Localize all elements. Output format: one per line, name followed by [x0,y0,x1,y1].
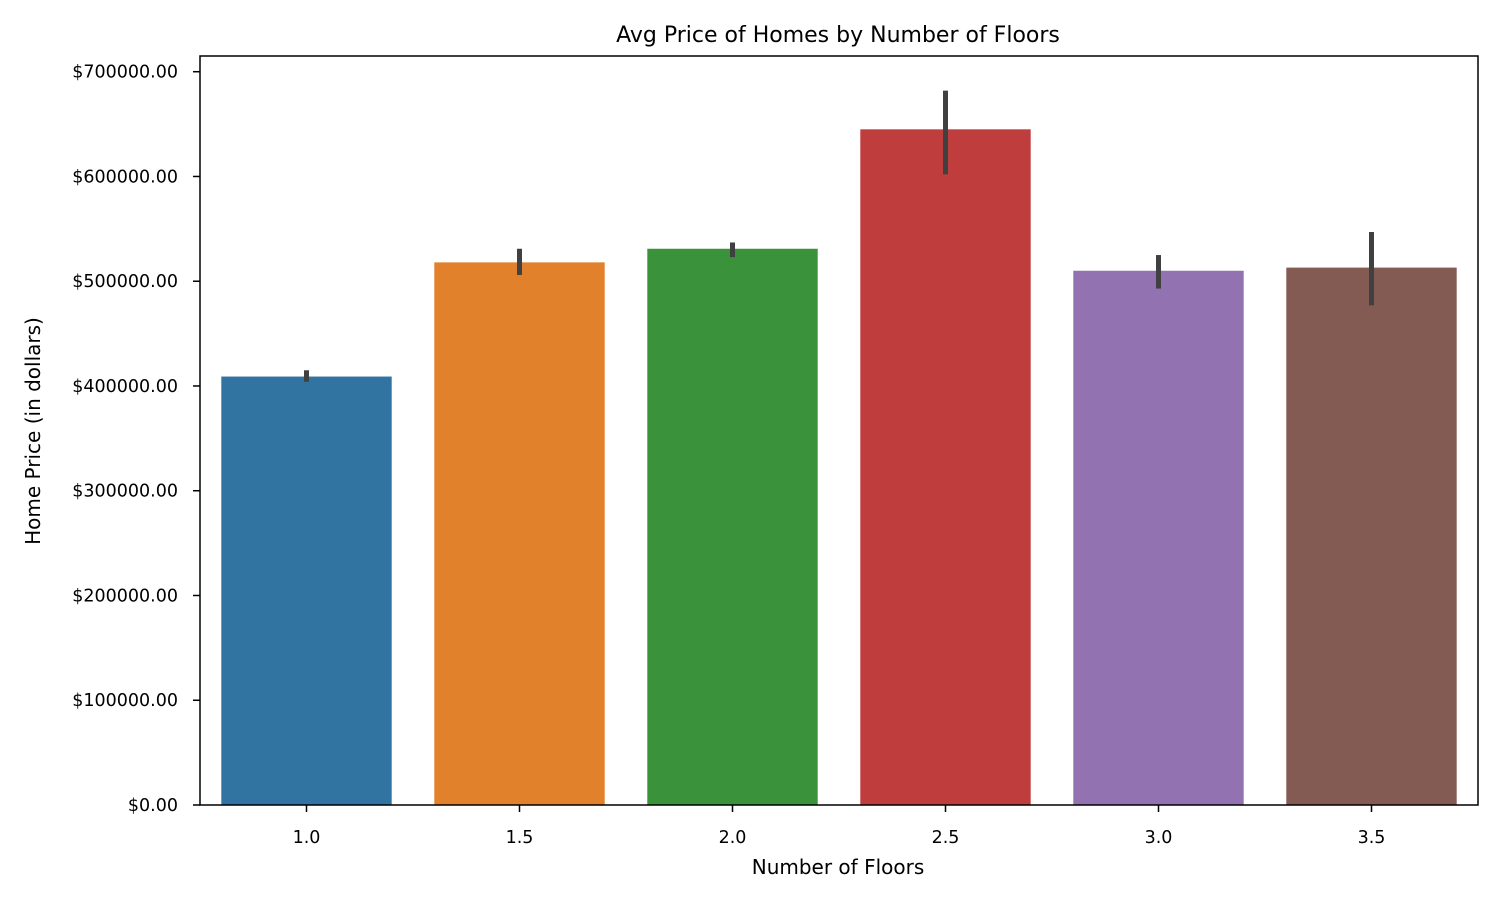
x-tick-label: 3.5 [1358,828,1386,848]
bar-3-5 [1286,267,1457,805]
bar-1-0 [221,376,392,805]
bars-layer [221,129,1457,806]
bar-2-0 [647,248,818,806]
x-axis-label: Number of Floors [752,855,925,879]
x-tick-label: 2.5 [932,828,960,848]
y-tick-label: $400000.00 [72,377,178,397]
y-tick-label: $0.00 [128,796,178,816]
y-tick-label: $700000.00 [72,63,178,83]
error-bars-layer [304,90,1374,382]
chart-title: Avg Price of Homes by Number of Floors [616,23,1060,48]
y-axis: $0.00 $100000.00 $200000.00 $300000.00 $4000… [72,63,200,816]
y-tick-label: $200000.00 [72,586,178,606]
y-tick-label: $600000.00 [72,167,178,187]
y-tick-label: $500000.00 [72,272,178,292]
y-tick-label: $300000.00 [72,482,178,502]
x-tick-label: 1.5 [506,828,534,848]
x-tick-label: 2.0 [719,828,747,848]
y-axis-label: Home Price (in dollars) [21,317,45,545]
bar-1-5 [434,262,605,806]
x-tick-label: 3.0 [1145,828,1173,848]
x-axis: 1.0 1.5 2.0 2.5 3.0 3.5 [293,805,1386,848]
plot-frame [199,55,1479,806]
x-tick-label: 1.0 [293,828,321,848]
bar-2-5 [860,129,1031,805]
y-tick-label: $100000.00 [72,691,178,711]
bar-3-0 [1073,270,1244,805]
